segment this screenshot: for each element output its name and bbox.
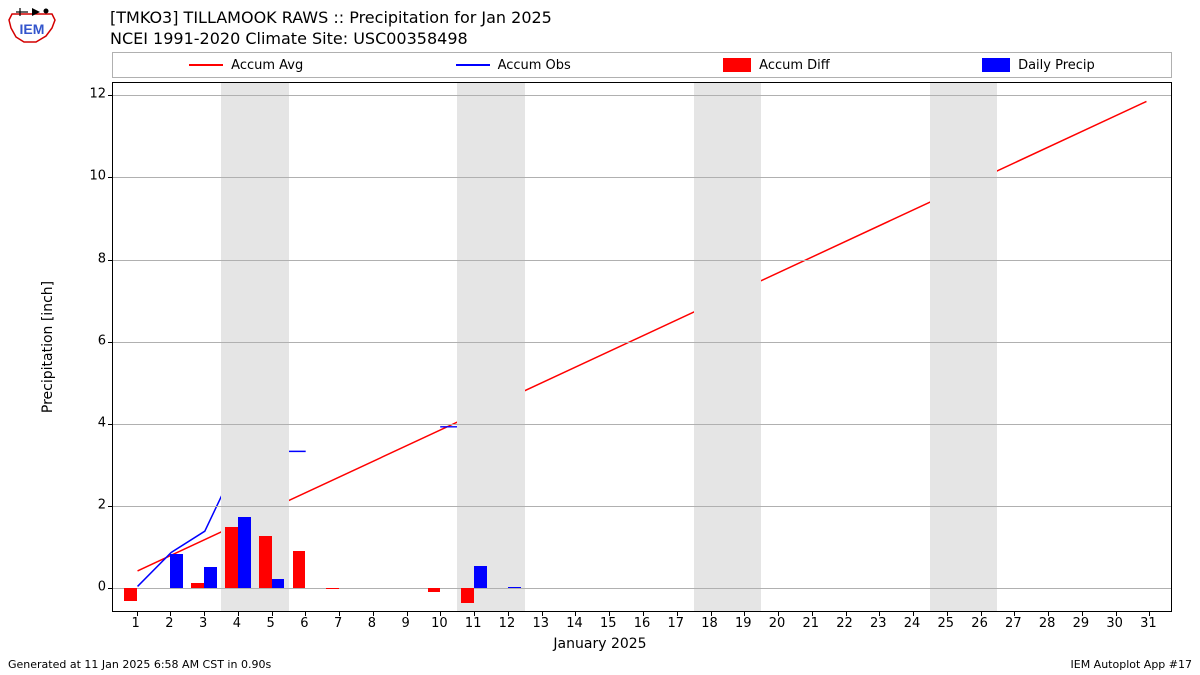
- y-tick: [108, 260, 113, 261]
- x-tick-label: 24: [902, 616, 922, 631]
- x-tick-label: 25: [936, 616, 956, 631]
- legend-swatch-line: [189, 64, 223, 66]
- chart-title: [TMKO3] TILLAMOOK RAWS :: Precipitation …: [110, 8, 552, 50]
- y-axis-label: Precipitation [inch]: [40, 281, 56, 413]
- accum-diff-bar: [461, 588, 474, 602]
- x-tick-label: 22: [835, 616, 855, 631]
- y-tick: [108, 342, 113, 343]
- x-tick-label: 1: [126, 616, 146, 631]
- x-tick-label: 7: [328, 616, 348, 631]
- gridline: [113, 506, 1171, 507]
- legend-swatch-patch: [982, 58, 1010, 72]
- x-tick-label: 6: [294, 616, 314, 631]
- daily-precip-bar: [508, 587, 521, 588]
- y-tick: [108, 177, 113, 178]
- gridline: [113, 588, 1171, 589]
- x-tick-label: 11: [463, 616, 483, 631]
- x-tick-label: 31: [1138, 616, 1158, 631]
- x-tick-label: 16: [632, 616, 652, 631]
- x-tick-label: 20: [767, 616, 787, 631]
- footer-app: IEM Autoplot App #17: [1071, 658, 1193, 671]
- x-tick-label: 14: [564, 616, 584, 631]
- x-tick-label: 29: [1071, 616, 1091, 631]
- daily-precip-bar: [474, 566, 487, 589]
- x-tick-label: 8: [362, 616, 382, 631]
- gridline: [113, 177, 1171, 178]
- gridline: [113, 95, 1171, 96]
- daily-precip-bar: [170, 554, 183, 588]
- y-tick-label: 2: [76, 498, 106, 513]
- iem-logo: IEM: [6, 6, 58, 48]
- x-tick-label: 3: [193, 616, 213, 631]
- legend-label: Daily Precip: [1018, 58, 1095, 73]
- x-tick-label: 19: [733, 616, 753, 631]
- x-tick-label: 5: [261, 616, 281, 631]
- weekend-band: [930, 83, 998, 611]
- x-tick-label: 13: [531, 616, 551, 631]
- x-tick-label: 18: [700, 616, 720, 631]
- x-axis-label: January 2025: [0, 636, 1200, 652]
- x-tick-label: 26: [970, 616, 990, 631]
- legend: Accum Avg Accum Obs Accum Diff Daily Precip: [112, 52, 1172, 78]
- daily-precip-bar: [272, 579, 285, 588]
- title-line-1: [TMKO3] TILLAMOOK RAWS :: Precipitation …: [110, 8, 552, 29]
- y-tick-label: 0: [76, 580, 106, 595]
- x-tick-label: 21: [801, 616, 821, 631]
- accum-diff-bar: [259, 536, 272, 589]
- x-tick-label: 27: [1003, 616, 1023, 631]
- accum-diff-bar: [293, 551, 306, 589]
- x-tick-label: 12: [497, 616, 517, 631]
- x-tick-label: 28: [1037, 616, 1057, 631]
- daily-precip-bar: [204, 567, 217, 588]
- legend-label: Accum Avg: [231, 58, 303, 73]
- x-tick-label: 2: [159, 616, 179, 631]
- accum-diff-bar: [326, 588, 339, 589]
- legend-item: Accum Avg: [189, 58, 303, 73]
- y-tick-label: 6: [76, 333, 106, 348]
- x-tick-label: 23: [868, 616, 888, 631]
- y-tick-label: 10: [76, 169, 106, 184]
- x-tick-label: 30: [1105, 616, 1125, 631]
- weekend-band: [457, 83, 525, 611]
- legend-swatch-patch: [723, 58, 751, 72]
- accum-diff-bar: [225, 527, 238, 589]
- plot-area: [112, 82, 1172, 612]
- legend-label: Accum Obs: [498, 58, 571, 73]
- y-tick: [108, 588, 113, 589]
- legend-item: Accum Diff: [723, 58, 830, 73]
- y-tick-label: 4: [76, 416, 106, 431]
- y-tick-label: 12: [76, 87, 106, 102]
- accum-diff-bar: [428, 588, 441, 592]
- legend-item: Accum Obs: [456, 58, 571, 73]
- x-tick-label: 9: [396, 616, 416, 631]
- gridline: [113, 260, 1171, 261]
- x-tick-label: 15: [598, 616, 618, 631]
- accum-diff-bar: [124, 588, 137, 600]
- weekend-band: [694, 83, 762, 611]
- y-tick: [108, 506, 113, 507]
- title-line-2: NCEI 1991-2020 Climate Site: USC00358498: [110, 29, 552, 50]
- svg-text:IEM: IEM: [20, 21, 45, 37]
- x-tick-label: 10: [429, 616, 449, 631]
- legend-swatch-line: [456, 64, 490, 66]
- y-tick: [108, 424, 113, 425]
- y-tick-label: 8: [76, 251, 106, 266]
- gridline: [113, 342, 1171, 343]
- legend-item: Daily Precip: [982, 58, 1095, 73]
- footer-generated: Generated at 11 Jan 2025 6:58 AM CST in …: [8, 658, 271, 671]
- x-tick-label: 4: [227, 616, 247, 631]
- x-tick-label: 17: [666, 616, 686, 631]
- daily-precip-bar: [238, 517, 251, 588]
- gridline: [113, 424, 1171, 425]
- y-tick: [108, 95, 113, 96]
- accum-diff-bar: [191, 583, 204, 588]
- legend-label: Accum Diff: [759, 58, 830, 73]
